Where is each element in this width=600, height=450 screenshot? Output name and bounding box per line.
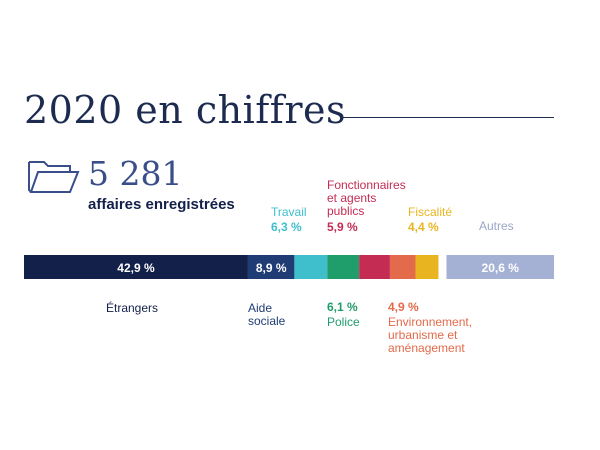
bar-segment-0 <box>24 255 248 279</box>
label-fiscalite: Fiscalité <box>408 205 453 219</box>
value-fonctionnaires: 5,9 % <box>327 220 358 234</box>
bar-segment-6 <box>415 255 439 279</box>
bar-value-label-1: 8,9 % <box>256 261 287 275</box>
bar-value-label-0: 42,9 % <box>117 261 155 275</box>
bar-value-label-7: 20,6 % <box>482 261 520 275</box>
case-count: 5 281 <box>88 154 183 193</box>
label-aide-sociale: Aide sociale <box>248 301 286 328</box>
label-autres: Autres <box>479 219 514 233</box>
value-fiscalite: 4,4 % <box>408 220 439 234</box>
bar-segment-3 <box>327 255 360 279</box>
bar-segment-1 <box>247 255 295 279</box>
label-travail: Travail <box>271 205 307 219</box>
bar-segment-4 <box>359 255 390 279</box>
label-fonctionnaires: Fonctionnaires et agents publics <box>327 178 406 218</box>
value-travail: 6,3 % <box>271 220 302 234</box>
label-etrangers: Étrangers <box>106 301 159 315</box>
folder-icon <box>28 161 80 193</box>
bar-segment-2 <box>294 255 328 279</box>
bar-segment-7 <box>446 255 554 279</box>
label-police: Police <box>327 315 360 329</box>
case-count-label: affaires enregistrées <box>88 196 235 213</box>
label-environnement: Environnement, urbanisme et aménagement <box>388 315 473 355</box>
chart-title: 2020 en chiffres <box>24 88 347 132</box>
value-police: 6,1 % <box>327 300 358 314</box>
bar-segment-5 <box>389 255 416 279</box>
title-rule <box>340 117 554 118</box>
value-environnement: 4,9 % <box>388 300 419 314</box>
